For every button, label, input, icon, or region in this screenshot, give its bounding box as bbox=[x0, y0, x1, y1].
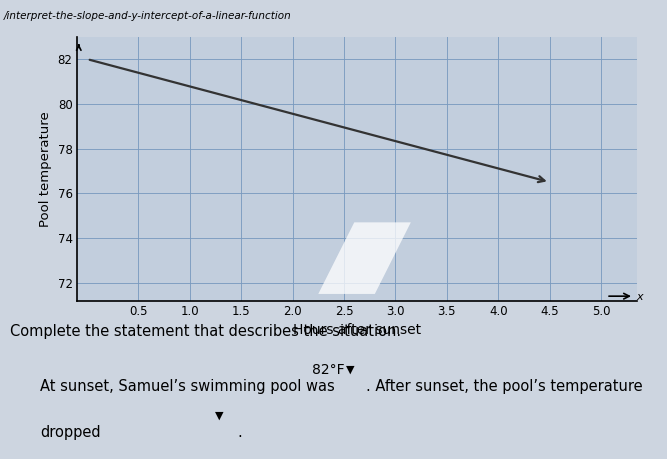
Text: 82°F: 82°F bbox=[312, 363, 345, 377]
Text: x: x bbox=[636, 292, 642, 302]
Text: . After sunset, the pool’s temperature: . After sunset, the pool’s temperature bbox=[366, 379, 642, 394]
Text: ▼: ▼ bbox=[215, 411, 223, 421]
Text: Complete the statement that describes the situation.: Complete the statement that describes th… bbox=[10, 324, 401, 339]
Text: At sunset, Samuel’s swimming pool was: At sunset, Samuel’s swimming pool was bbox=[40, 379, 335, 394]
Text: .: . bbox=[237, 425, 242, 440]
Y-axis label: Pool temperature: Pool temperature bbox=[39, 111, 52, 227]
Polygon shape bbox=[318, 222, 411, 294]
X-axis label: Hours after sunset: Hours after sunset bbox=[293, 324, 421, 337]
Text: ▼: ▼ bbox=[346, 365, 354, 375]
Text: dropped: dropped bbox=[40, 425, 101, 440]
Text: /interpret-the-slope-and-y-intercept-of-a-linear-function: /interpret-the-slope-and-y-intercept-of-… bbox=[3, 11, 291, 22]
